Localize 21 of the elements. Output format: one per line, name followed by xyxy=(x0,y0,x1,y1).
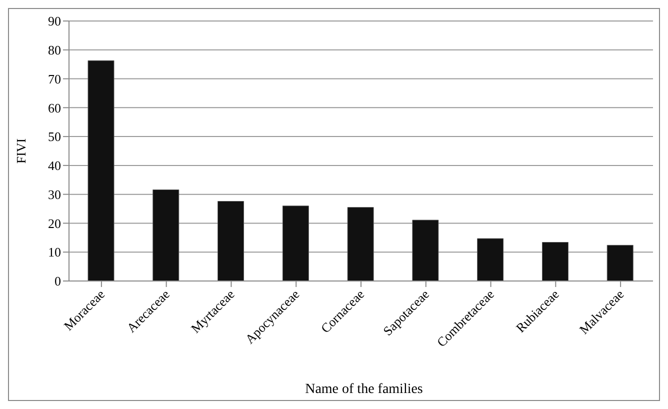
bar xyxy=(347,207,374,281)
y-tick-label: 20 xyxy=(48,216,61,231)
y-tick-label: 10 xyxy=(48,244,61,260)
y-tick-label: 70 xyxy=(48,71,61,86)
bar xyxy=(542,242,568,281)
bar xyxy=(88,60,114,281)
x-axis-title: Name of the families xyxy=(304,382,424,398)
bar xyxy=(606,244,634,281)
bar xyxy=(477,238,504,281)
y-axis-title: FIVI xyxy=(14,138,29,164)
y-tick-label: 90 xyxy=(48,14,61,29)
bar xyxy=(218,201,244,281)
bar xyxy=(152,189,180,281)
y-tick-label: 60 xyxy=(48,100,61,116)
bar xyxy=(412,220,439,281)
bar xyxy=(282,206,309,281)
y-tick-label: 80 xyxy=(48,42,61,58)
y-tick-label: 50 xyxy=(48,129,61,144)
y-tick-label: 0 xyxy=(54,274,61,289)
y-tick-label: 40 xyxy=(48,158,61,174)
y-tick-label: 30 xyxy=(48,186,61,202)
